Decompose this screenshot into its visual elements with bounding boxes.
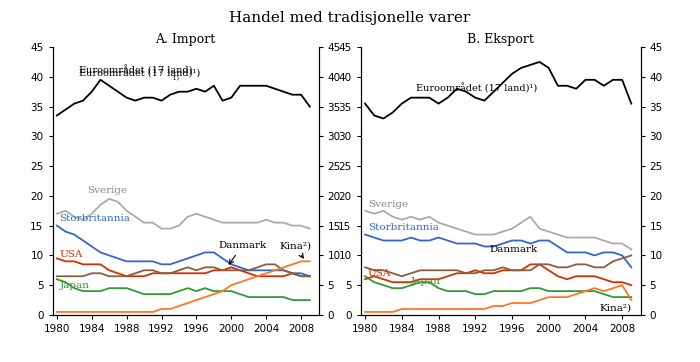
Text: Storbritannia: Storbritannia [368,223,439,232]
Text: Euroområdet (17 land)¹): Euroområdet (17 land)¹) [78,68,200,79]
Text: Sverige: Sverige [368,199,408,209]
Text: Sverige: Sverige [88,186,127,195]
Text: Japan: Japan [411,277,441,286]
Text: Euroområdet (17 land): Euroområdet (17 land) [78,66,193,76]
Text: Handel med tradisjonelle varer: Handel med tradisjonelle varer [230,11,470,25]
Text: ¹⁾: ¹⁾ [78,76,178,85]
Text: Storbritannia: Storbritannia [60,214,130,223]
Text: Danmark: Danmark [218,241,267,264]
Title: A. Import: A. Import [155,33,216,46]
Text: Japan: Japan [60,281,90,290]
Text: Kina²): Kina²) [599,303,631,312]
Text: Euroområdet (17 land)¹): Euroområdet (17 land)¹) [416,84,537,94]
Text: USA: USA [60,250,83,258]
Text: Danmark: Danmark [489,245,538,254]
Text: USA: USA [368,269,391,278]
Text: Kina²): Kina²) [279,241,312,258]
Title: B. Eksport: B. Eksport [467,33,534,46]
